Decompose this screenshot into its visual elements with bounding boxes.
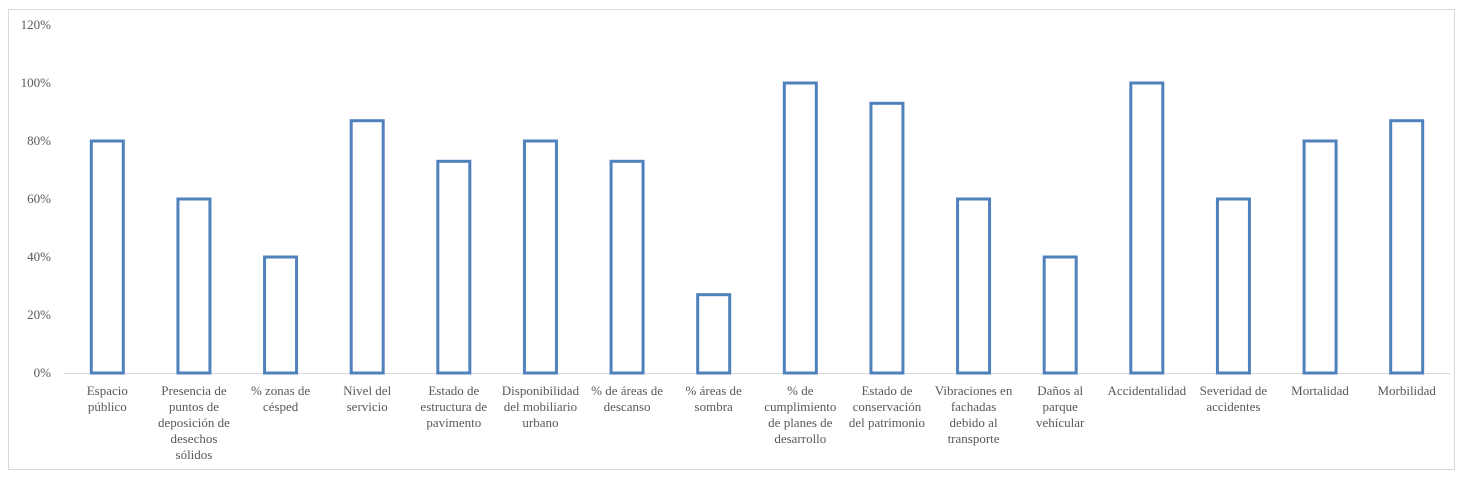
x-tick-label: % de cumplimiento de planes de desarrollo	[764, 383, 836, 446]
x-tick-label: % zonas de césped	[251, 383, 310, 414]
chart-frame	[8, 9, 1455, 470]
y-tick-label: 60%	[27, 191, 51, 206]
x-tick-label: Espacio público	[87, 383, 128, 414]
bar	[956, 197, 992, 375]
bar	[349, 119, 385, 375]
bar	[696, 293, 732, 375]
bar	[1129, 81, 1165, 375]
y-tick-label: 40%	[27, 249, 51, 264]
x-tick-label: Estado de estructura de pavimento	[420, 383, 487, 430]
x-tick-label: Presencia de puntos de deposición de desech…	[158, 383, 230, 462]
x-tick-label: Nivel del servicio	[343, 383, 391, 414]
x-tick-label: Severidad de accidentes	[1200, 383, 1268, 414]
x-tick-label: Vibraciones en fachadas debido al transport…	[935, 383, 1013, 446]
bar	[176, 197, 212, 375]
y-tick-label: 80%	[27, 133, 51, 148]
bar	[1215, 197, 1251, 375]
x-tick-label: Disponibilidad del mobiliario urbano	[502, 383, 580, 430]
bar	[609, 159, 645, 375]
x-tick-label: Accidentalidad	[1107, 383, 1186, 398]
bar	[1389, 119, 1425, 375]
y-tick-label: 120%	[21, 17, 52, 32]
x-tick-label: Estado de conservación del patrimonio	[849, 383, 925, 430]
bar	[782, 81, 818, 375]
bar	[436, 159, 472, 375]
x-tick-label: Mortalidad	[1291, 383, 1349, 398]
bar	[89, 139, 125, 375]
bar	[1302, 139, 1338, 375]
y-tick-label: 20%	[27, 307, 51, 322]
x-tick-label: Daños al parque vehícular	[1036, 383, 1085, 430]
x-tick-label: Morbilidad	[1377, 383, 1436, 398]
x-tick-label: % de áreas de descanso	[591, 383, 663, 414]
bar	[869, 101, 905, 375]
x-tick-label: % áreas de sombra	[686, 383, 743, 414]
bar	[522, 139, 558, 375]
y-tick-label: 0%	[34, 365, 52, 380]
bar	[1042, 255, 1078, 375]
bar	[263, 255, 299, 375]
y-tick-label: 100%	[21, 75, 52, 90]
